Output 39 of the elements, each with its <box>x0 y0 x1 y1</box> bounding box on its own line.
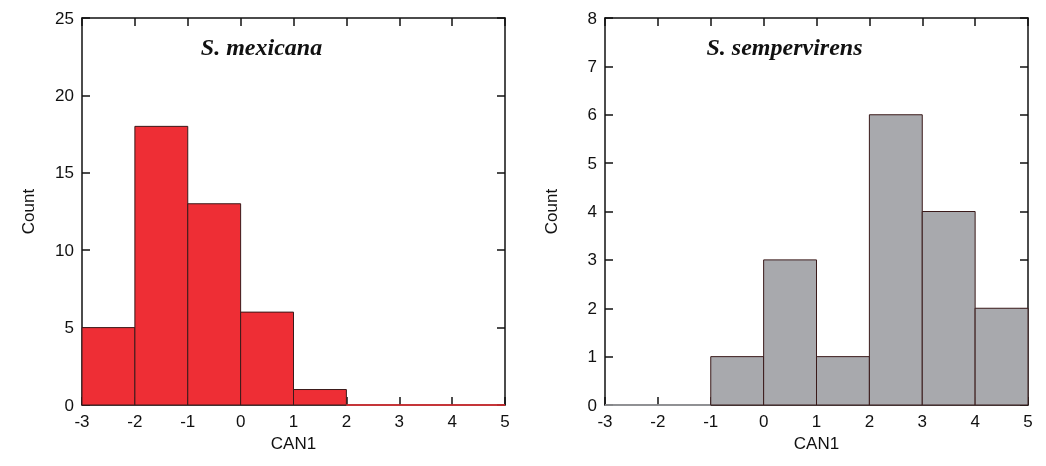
y-tick-label: 7 <box>587 56 597 76</box>
y-tick-label: 20 <box>55 85 74 105</box>
x-tick-label: -2 <box>650 412 666 431</box>
x-axis-title: CAN1 <box>270 433 317 453</box>
y-tick-label: 8 <box>587 8 597 28</box>
y-tick-label: 3 <box>587 250 597 270</box>
y-tick-label: 0 <box>587 395 597 415</box>
x-tick-label: 5 <box>1023 412 1033 431</box>
y-tick-label: 15 <box>55 163 74 183</box>
y-tick-label: 6 <box>587 105 597 125</box>
x-tick-label: 0 <box>235 412 246 431</box>
y-axis-title: Count <box>542 188 561 235</box>
y-tick-label: 25 <box>55 8 74 28</box>
x-tick-label: -3 <box>597 412 613 431</box>
y-tick-label: 5 <box>64 318 74 338</box>
x-tick-label: 2 <box>864 412 875 431</box>
text: S. sempervirens <box>706 34 863 60</box>
y-tick-label: 1 <box>587 347 597 367</box>
x-tick-label: 0 <box>758 412 769 431</box>
x-tick-label: 2 <box>341 412 352 431</box>
x-tick-label: 4 <box>970 412 980 431</box>
x-tick-label: -1 <box>180 412 196 431</box>
text: S. mexicana <box>200 34 323 60</box>
x-tick-label: 5 <box>500 412 510 431</box>
x-tick-label: 1 <box>288 412 299 431</box>
y-tick-label: 0 <box>64 395 74 415</box>
x-tick-label: -3 <box>74 412 90 431</box>
x-tick-label: 4 <box>447 412 457 431</box>
x-tick-label: 3 <box>394 412 404 431</box>
x-tick-label: 3 <box>917 412 927 431</box>
x-tick-label: 1 <box>811 412 822 431</box>
y-tick-label: 5 <box>587 153 597 173</box>
x-tick-label: -2 <box>127 412 143 431</box>
y-tick-label: 4 <box>587 202 597 221</box>
y-axis-title: Count <box>19 188 38 235</box>
x-tick-label: -1 <box>703 412 719 431</box>
x-axis-title: CAN1 <box>793 433 840 453</box>
y-tick-label: 2 <box>587 298 597 318</box>
y-tick-label: 10 <box>55 240 74 260</box>
